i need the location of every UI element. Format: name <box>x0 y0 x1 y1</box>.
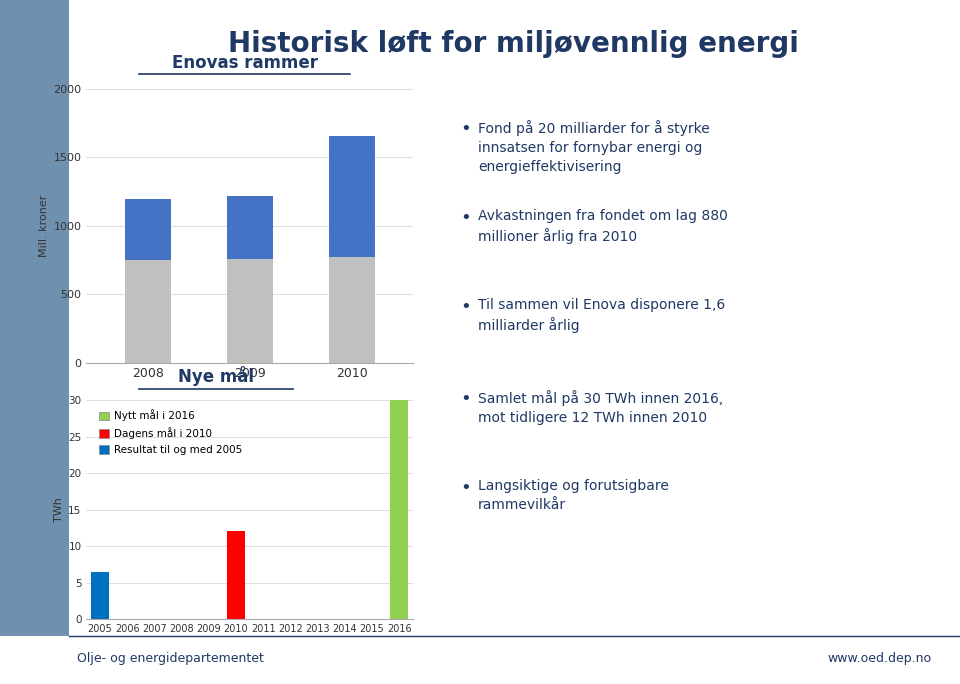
Bar <box>0 0 69 636</box>
Legend: Energifondet i dag, Avkastning fra grunnfondet: Energifondet i dag, Avkastning fra grunn… <box>105 399 395 417</box>
Bar <box>328 256 374 363</box>
Text: •: • <box>460 390 471 408</box>
Text: Enovas rammer: Enovas rammer <box>172 54 318 72</box>
Text: •: • <box>460 120 471 137</box>
Text: Fond på 20 milliarder for å styrke
innsatsen for fornybar energi og
energieffekt: Fond på 20 milliarder for å styrke innsa… <box>478 120 709 174</box>
Bar <box>227 196 273 259</box>
Y-axis label: Mill. kroner: Mill. kroner <box>39 194 49 257</box>
Bar <box>125 199 171 260</box>
Bar <box>391 400 408 619</box>
Text: Olje- og energidepartementet: Olje- og energidepartementet <box>77 651 264 665</box>
Text: Langsiktige og forutsigbare
rammevilkår: Langsiktige og forutsigbare rammevilkår <box>478 479 669 512</box>
Bar <box>227 259 273 363</box>
Bar <box>125 260 171 363</box>
Bar <box>91 572 108 619</box>
Legend: Nytt mål i 2016, Dagens mål i 2010, Resultat til og med 2005: Nytt mål i 2016, Dagens mål i 2010, Resu… <box>95 406 246 459</box>
Text: Nye mål: Nye mål <box>178 367 254 386</box>
Text: •: • <box>460 298 471 315</box>
Text: •: • <box>460 209 471 226</box>
Text: Avkastningen fra fondet om lag 880
millioner årlig fra 2010: Avkastningen fra fondet om lag 880 milli… <box>478 209 728 244</box>
Bar <box>228 531 245 619</box>
Bar <box>328 136 374 256</box>
Y-axis label: TWh: TWh <box>54 497 64 522</box>
Text: Til sammen vil Enova disponere 1,6
milliarder årlig: Til sammen vil Enova disponere 1,6 milli… <box>478 298 726 333</box>
Text: www.oed.dep.no: www.oed.dep.no <box>828 651 931 665</box>
Text: •: • <box>460 479 471 497</box>
Text: Historisk løft for miljøvennlig energi: Historisk løft for miljøvennlig energi <box>228 31 799 58</box>
Text: Samlet mål på 30 TWh innen 2016,
mot tidligere 12 TWh innen 2010: Samlet mål på 30 TWh innen 2016, mot tid… <box>478 390 723 425</box>
